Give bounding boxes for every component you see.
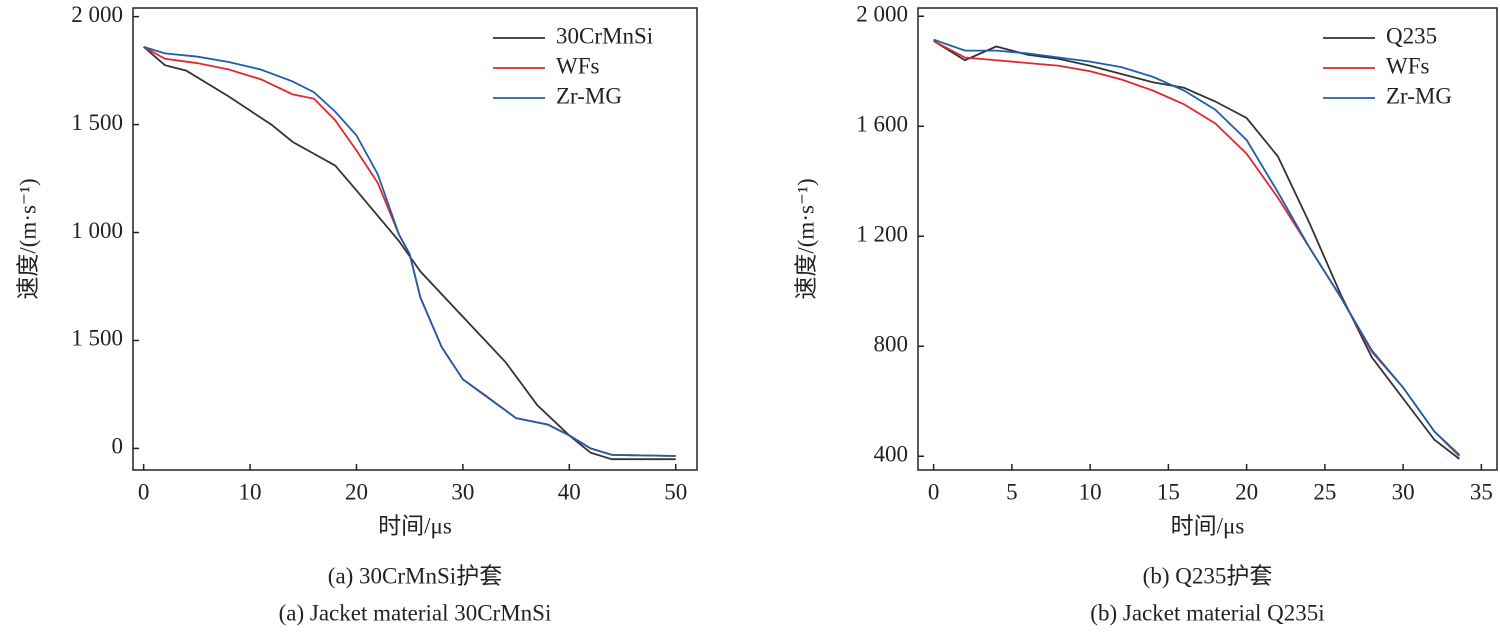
x-tick-label: 20 [345, 479, 368, 504]
x-tick-label: 10 [1079, 479, 1102, 504]
y-tick-label: 1 500 [71, 110, 123, 135]
legend-label: WFs [556, 53, 600, 78]
y-tick-label: 2 000 [856, 2, 908, 27]
legend-label: Zr-MG [556, 83, 622, 108]
x-tick-label: 25 [1313, 479, 1336, 504]
x-tick-label: 5 [1006, 479, 1018, 504]
series-line [143, 45, 676, 457]
x-tick-label: 15 [1157, 479, 1180, 504]
legend-label: WFs [1386, 53, 1430, 78]
y-tick-label: 1 000 [71, 218, 123, 243]
caption: (b) Q235护套 [1143, 563, 1273, 588]
y-tick-label: 400 [874, 442, 909, 467]
y-tick-label: 800 [874, 332, 909, 357]
caption-en: (b) Jacket material Q235i [1090, 600, 1324, 625]
legend-label: Zr-MG [1386, 83, 1452, 108]
series-line [933, 38, 1461, 456]
series-line [933, 40, 1460, 460]
x-tick-label: 30 [451, 479, 474, 504]
x-tick-label: 0 [928, 479, 940, 504]
plot-frame [917, 7, 1498, 471]
y-tick-label: 1 200 [856, 222, 908, 247]
series-line [933, 40, 1461, 457]
y-axis-label: 速度/(m·s⁻¹) [793, 178, 818, 299]
x-tick-label: 10 [239, 479, 262, 504]
y-tick-label: 0 [112, 434, 124, 459]
x-tick-label: 50 [664, 479, 687, 504]
x-tick-label: 40 [558, 479, 581, 504]
legend-label: Q235 [1386, 23, 1437, 48]
x-tick-label: 35 [1470, 479, 1493, 504]
y-tick-label: 2 000 [71, 2, 123, 27]
x-tick-label: 20 [1235, 479, 1258, 504]
series-line [143, 46, 676, 461]
y-axis-label: 速度/(m·s⁻¹) [15, 178, 40, 299]
legend-label: 30CrMnSi [556, 23, 653, 48]
x-tick-label: 30 [1392, 479, 1415, 504]
y-tick-label: 1 500 [71, 326, 123, 351]
caption-en: (a) Jacket material 30CrMnSi [279, 600, 552, 625]
caption: (a) 30CrMnSi护套 [328, 563, 502, 588]
x-tick-label: 0 [138, 479, 150, 504]
x-axis-label: 时间/μs [1171, 513, 1245, 538]
x-axis-label: 时间/μs [378, 513, 452, 538]
plot-frame [132, 7, 698, 471]
y-tick-label: 1 600 [856, 112, 908, 137]
